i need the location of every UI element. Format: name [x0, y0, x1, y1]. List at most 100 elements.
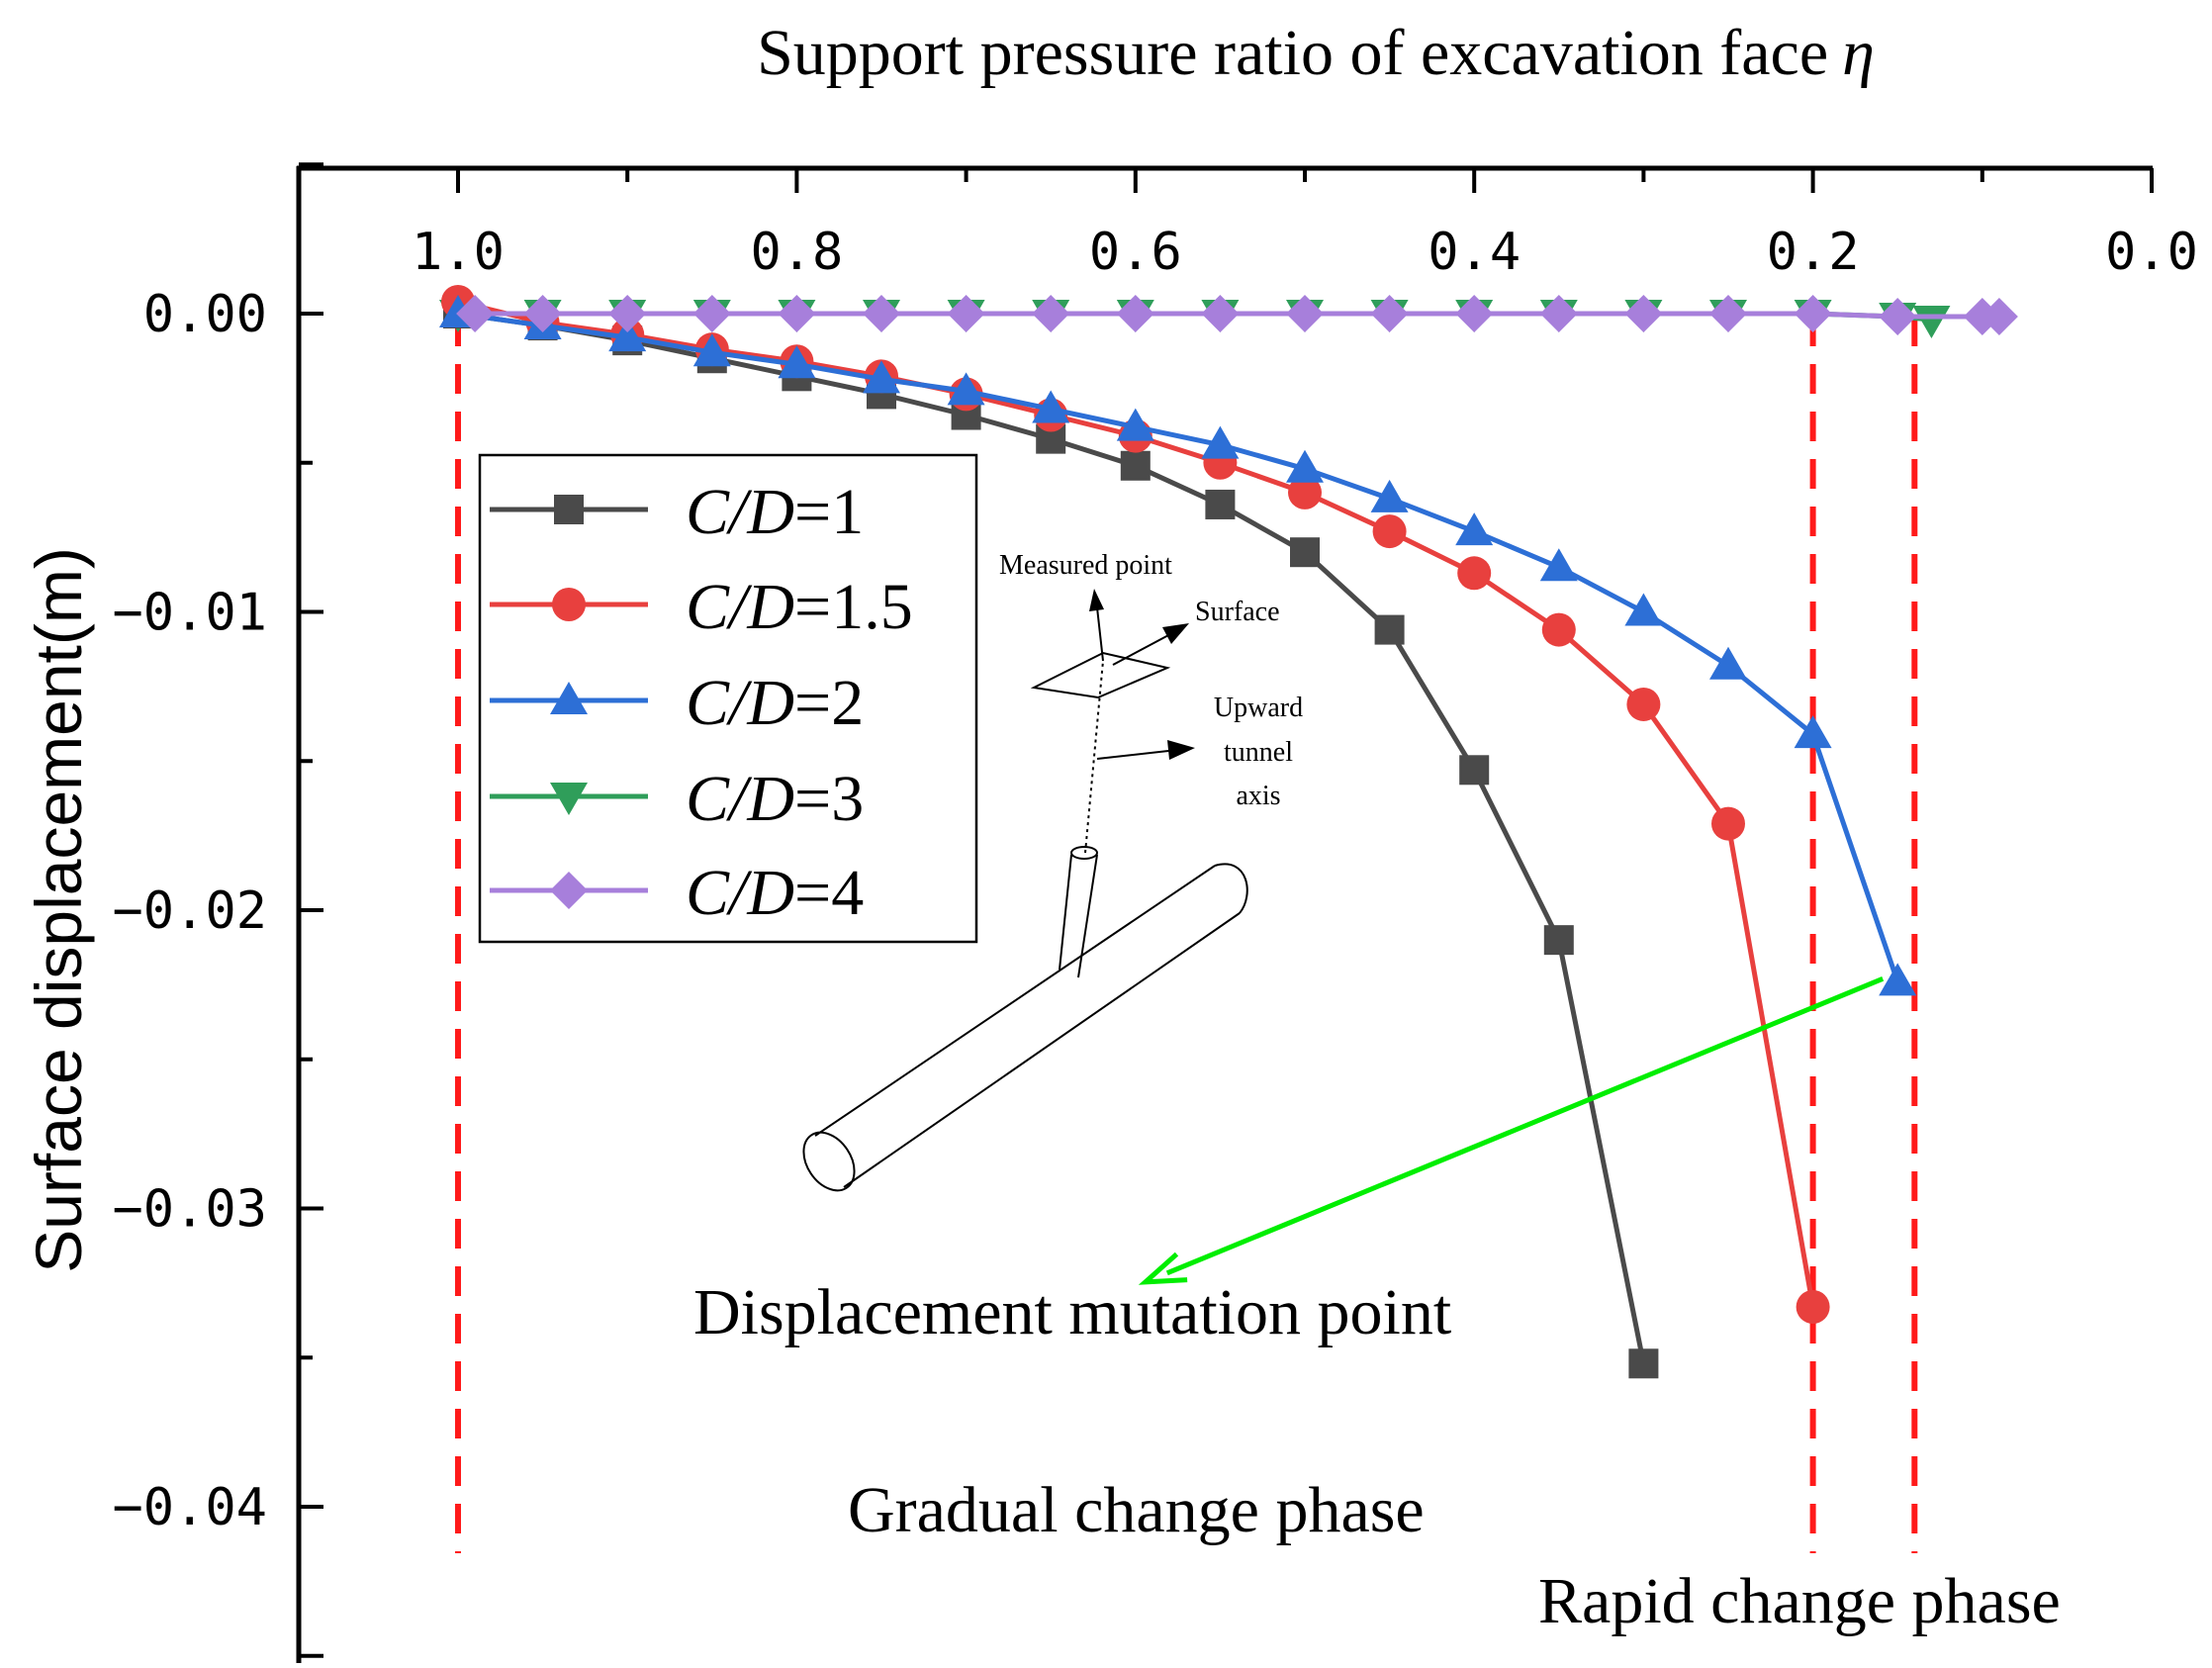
data-point — [692, 295, 731, 332]
data-point — [863, 360, 900, 394]
legend-label: C/D=4 — [686, 857, 864, 929]
legend-label-italic: C/D — [686, 667, 794, 739]
data-point — [1455, 512, 1494, 546]
tunnel-end-far — [1214, 863, 1248, 914]
x-axis-title: Support pressure ratio of excavation fac… — [757, 17, 1875, 89]
data-point — [947, 295, 985, 332]
shaft-edge-left — [1059, 854, 1072, 971]
legend-marker — [554, 495, 584, 524]
data-point — [1624, 295, 1663, 332]
axis-arrow-head — [1167, 740, 1195, 760]
x-tick-label: 0.8 — [750, 223, 843, 282]
x-axis-title-text: Support pressure ratio of excavation fac… — [757, 17, 1828, 89]
x-tick-label: 0.6 — [1089, 223, 1182, 282]
tunnel-edge-lower — [843, 912, 1241, 1188]
data-point — [608, 319, 647, 352]
legend-label-italic: C/D — [686, 571, 794, 643]
data-point — [1796, 1289, 1830, 1324]
legend-label-value: =3 — [794, 763, 864, 835]
y-tick-label: −0.04 — [112, 1478, 267, 1537]
measured-arrow-head — [1089, 589, 1104, 611]
y-axis-title: Surface displacement(m) — [22, 547, 95, 1273]
surface-arrow-line — [1112, 632, 1173, 666]
data-point — [1116, 295, 1154, 332]
data-point — [1794, 295, 1832, 332]
data-point — [1455, 295, 1494, 332]
shaft-edge-right — [1077, 854, 1098, 978]
legend-label-italic: C/D — [686, 763, 794, 835]
inset-surface: Surface — [1195, 597, 1280, 627]
mutation-label: Displacement mutation point — [693, 1276, 1451, 1348]
y-tick-label: −0.02 — [112, 881, 267, 941]
data-point — [1709, 295, 1747, 332]
data-point — [1374, 614, 1405, 645]
data-point — [1912, 306, 1951, 339]
y-tick-label: −0.03 — [112, 1180, 267, 1240]
data-point — [1624, 593, 1663, 626]
legend-marker — [552, 588, 586, 621]
rapid-phase-label: Rapid change phase — [1538, 1565, 2061, 1637]
inset-axis: axis — [1236, 781, 1280, 811]
shaft-axis-dotted — [1084, 660, 1104, 854]
x-axis-title-symbol: η — [1842, 17, 1875, 89]
gradual-phase-label: Gradual change phase — [848, 1474, 1425, 1546]
data-point — [1626, 687, 1661, 721]
data-point — [1286, 295, 1324, 332]
mutation-arrow-head — [1138, 1251, 1188, 1285]
legend-label: C/D=1 — [686, 476, 864, 548]
data-point — [947, 372, 985, 406]
data-point — [608, 295, 647, 332]
legend-label-value: =1.5 — [794, 571, 913, 643]
axis-arrow-line — [1096, 749, 1178, 760]
data-point — [1201, 425, 1240, 459]
data-point — [1709, 646, 1747, 680]
x-tick-label: 0.0 — [2105, 223, 2198, 282]
tunnel-end-near — [802, 1131, 856, 1192]
legend-label-italic: C/D — [686, 476, 794, 548]
legend: C/D=1C/D=1.5C/D=2C/D=3C/D=4 — [478, 453, 978, 944]
data-point — [1459, 755, 1490, 786]
x-tick-label: 0.4 — [1428, 223, 1521, 282]
data-point — [692, 333, 731, 367]
data-point — [1457, 556, 1492, 591]
legend-marker — [550, 872, 588, 909]
inset-tunnel: tunnel — [1224, 737, 1293, 768]
tunnel-schematic: Measured point Surface Upward tunnel axi… — [802, 550, 1303, 1192]
x-tick-label: 0.2 — [1767, 223, 1860, 282]
legend-marker — [550, 783, 588, 815]
x-ticks: 1.0 0.8 0.6 0.4 0.2 0.0 — [412, 168, 2198, 282]
data-point — [1541, 612, 1576, 647]
legend-label-value: =1 — [794, 476, 864, 548]
y-ticks: 0.00 −0.01 −0.02 −0.03 −0.04 — [112, 162, 323, 1658]
data-point — [1539, 548, 1578, 582]
data-point — [1711, 806, 1745, 841]
data-point — [1120, 450, 1151, 481]
data-point — [1288, 475, 1322, 510]
data-point — [1032, 390, 1070, 423]
legend-label-italic: C/D — [686, 857, 794, 929]
data-point — [1201, 295, 1240, 332]
data-point — [1539, 295, 1578, 332]
data-point — [456, 295, 495, 332]
legend-label: C/D=2 — [686, 667, 864, 739]
inset-upward: Upward — [1214, 693, 1303, 723]
x-tick-label: 1.0 — [412, 223, 505, 282]
data-point — [778, 295, 816, 332]
data-point — [1370, 479, 1409, 512]
legend-label: C/D=3 — [686, 763, 864, 835]
series-5 — [456, 295, 2018, 336]
data-point — [1205, 489, 1236, 519]
data-point — [1286, 449, 1324, 483]
legend-marker — [550, 682, 588, 714]
mutation-arrow — [1138, 976, 1885, 1285]
data-point — [863, 295, 900, 332]
data-point — [778, 345, 816, 379]
data-point — [1879, 963, 1917, 996]
data-point — [1290, 537, 1320, 568]
series-3 — [439, 295, 1917, 996]
legend-label: C/D=1.5 — [686, 571, 913, 643]
legend-label-value: =2 — [794, 667, 864, 739]
surface-plane — [1030, 651, 1171, 699]
data-point — [1372, 514, 1407, 549]
